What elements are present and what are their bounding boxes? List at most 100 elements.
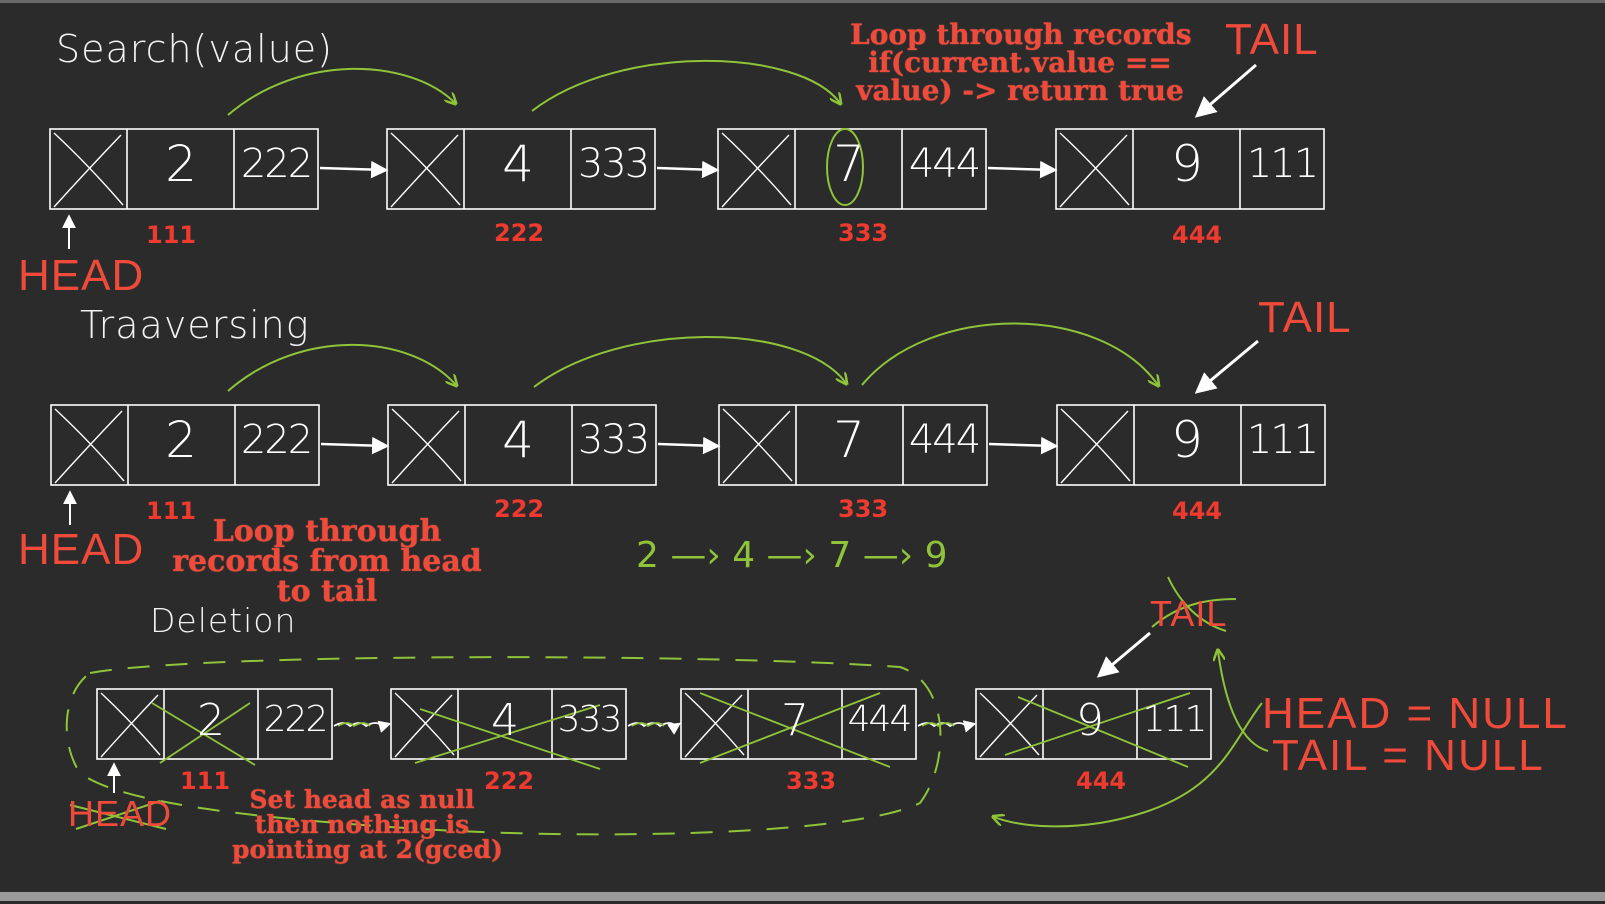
null-prev-cross <box>1059 132 1130 206</box>
search-note-line: value) -> return true <box>856 74 1184 107</box>
traverse-note-line: to tail <box>276 574 378 609</box>
node-next-pointer: 444 <box>908 417 981 463</box>
tail-strike <box>1167 576 1227 632</box>
traversal-order: 2 —› 4 —› 7 —› 9 <box>636 535 948 576</box>
node-value: 2 <box>197 695 225 746</box>
node-next-pointer: 333 <box>577 417 650 463</box>
null-prev-cross <box>722 410 791 484</box>
deletion-tail-label: TAIL <box>1150 593 1228 634</box>
node-value: 9 <box>1171 411 1203 469</box>
traverse-note-line: Loop through <box>212 514 442 549</box>
node-box <box>975 688 1212 760</box>
next-arrow <box>319 160 389 179</box>
node-address: 222 <box>494 495 545 523</box>
deleted-node-cross <box>414 704 601 764</box>
node-next-pointer: 222 <box>240 141 313 187</box>
node-box <box>50 404 320 486</box>
node-next-pointer: 222 <box>263 699 329 740</box>
deleted-node-cross <box>699 692 881 764</box>
search-note-line: if(current.value == <box>868 46 1172 79</box>
node-box <box>386 128 656 210</box>
node-address: 444 <box>1076 767 1127 795</box>
traverse-hop-arc <box>227 344 456 392</box>
node-address: 444 <box>1172 221 1223 249</box>
deletion-head-label: HEAD <box>68 793 173 834</box>
deleted-node-cross <box>1017 696 1189 768</box>
deletion-note: Set head as null then nothing is pointin… <box>232 785 503 864</box>
node-value: 7 <box>781 695 809 746</box>
node-value: 7 <box>833 411 865 469</box>
node-address: 333 <box>838 495 889 523</box>
null-prev-cross <box>391 410 460 484</box>
null-prev-cross <box>390 134 459 208</box>
tail-arrow <box>1096 631 1151 678</box>
node-box <box>680 688 917 760</box>
node-next-pointer: 444 <box>908 141 981 187</box>
deletion-note-line: then nothing is <box>254 810 470 839</box>
node-value: 7 <box>833 135 865 193</box>
null-prev-cross <box>721 132 792 206</box>
node-value: 2 <box>165 135 197 193</box>
next-arrow <box>988 436 1059 455</box>
null-prev-cross <box>979 692 1040 756</box>
deleted-node-cross <box>159 702 251 764</box>
node-address: 111 <box>180 767 231 795</box>
null-prev-cross <box>391 408 462 482</box>
head-strike <box>69 804 167 830</box>
deletion-title: Deletion <box>150 601 297 640</box>
node-value: 9 <box>1171 135 1203 193</box>
tail-arrow <box>1194 63 1257 118</box>
search-note: Loop through records if(current.value ==… <box>850 18 1192 107</box>
null-prev-cross <box>100 692 161 756</box>
deletion-note-line: Set head as null <box>249 785 475 814</box>
deleted-node-cross <box>419 708 601 770</box>
node-box <box>387 404 657 486</box>
search-title: Search(value) <box>56 27 333 71</box>
null-prev-cross <box>1060 408 1131 482</box>
traverse-head-label: HEAD <box>18 525 145 574</box>
node-box <box>717 128 987 210</box>
node-address: 333 <box>786 767 837 795</box>
node-address: 333 <box>838 219 889 247</box>
tail-arrow <box>1194 339 1259 394</box>
node-next-pointer: 222 <box>240 417 313 463</box>
search-tail-label: TAIL <box>1225 15 1319 64</box>
null-prev-cross <box>721 134 790 208</box>
node-next-pointer: 111 <box>1246 141 1319 187</box>
null-result-arrow <box>1218 651 1269 752</box>
node-box <box>96 688 333 760</box>
node-box <box>49 128 319 210</box>
head-null-text: HEAD = NULL <box>1262 689 1569 738</box>
node-address: 111 <box>146 221 197 249</box>
node-next-pointer: 111 <box>1246 417 1319 463</box>
next-arrow-scribble <box>631 722 665 728</box>
search-head-label: HEAD <box>18 251 145 300</box>
deletion-dashed-loop <box>65 656 942 836</box>
null-prev-cross <box>684 694 743 758</box>
node-address: 444 <box>1172 497 1223 525</box>
node-value: 4 <box>491 695 519 746</box>
deletion-note-line: pointing at 2(gced) <box>232 835 503 864</box>
next-arrow-scribble <box>921 722 955 728</box>
node-address: 222 <box>484 767 535 795</box>
next-arrow <box>987 160 1058 179</box>
node-address: 222 <box>494 219 545 247</box>
node-next-pointer: 111 <box>1142 699 1208 740</box>
node-value: 4 <box>502 135 534 193</box>
search-hop-arc <box>531 59 840 112</box>
tail-null-text: TAIL = NULL <box>1272 731 1545 780</box>
search-note-line: Loop through records <box>850 18 1192 51</box>
traversing-title: Traaversing <box>80 303 310 347</box>
null-prev-cross <box>390 132 461 206</box>
node-value: 2 <box>165 411 197 469</box>
null-prev-cross <box>100 694 159 758</box>
traverse-note: Loop through records from head to tail <box>172 517 482 607</box>
null-prev-cross <box>53 134 122 208</box>
traverse-note-line: records from head <box>172 544 482 579</box>
node-box <box>1055 128 1325 210</box>
node-box <box>718 404 988 486</box>
null-prev-cross <box>1059 134 1128 208</box>
tail-strike <box>1151 598 1237 628</box>
node-next-pointer: 333 <box>577 141 650 187</box>
